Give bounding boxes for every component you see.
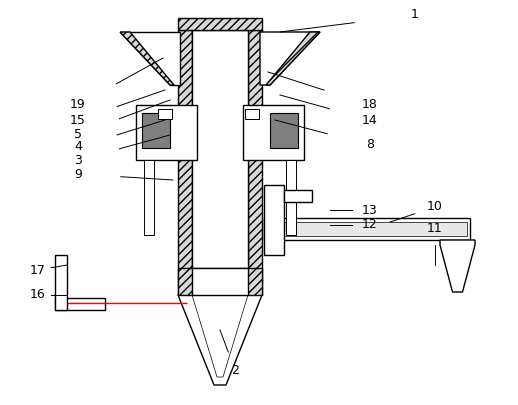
- Text: 18: 18: [362, 98, 378, 111]
- Bar: [178, 30, 192, 295]
- Bar: [136, 105, 197, 160]
- Text: 4: 4: [74, 141, 82, 153]
- Text: 9: 9: [74, 168, 82, 181]
- Text: 10: 10: [427, 200, 443, 213]
- Polygon shape: [192, 295, 248, 377]
- Bar: [245, 109, 259, 119]
- Bar: [264, 218, 470, 240]
- Text: 15: 15: [70, 113, 86, 126]
- Bar: [55, 298, 105, 310]
- Bar: [192, 268, 248, 295]
- Bar: [144, 160, 154, 235]
- Bar: [248, 30, 262, 295]
- Text: 17: 17: [30, 264, 46, 277]
- Bar: [270, 113, 298, 148]
- Bar: [178, 268, 262, 295]
- Text: 19: 19: [70, 98, 86, 111]
- Bar: [178, 18, 262, 30]
- Polygon shape: [440, 240, 475, 292]
- Text: 8: 8: [366, 139, 374, 151]
- Bar: [192, 30, 248, 295]
- Bar: [55, 255, 67, 310]
- Text: 13: 13: [362, 203, 378, 217]
- Bar: [142, 113, 170, 148]
- Polygon shape: [266, 32, 320, 85]
- Text: 12: 12: [362, 219, 378, 232]
- Text: 11: 11: [427, 222, 443, 234]
- Bar: [158, 109, 172, 119]
- Polygon shape: [120, 32, 180, 85]
- Polygon shape: [260, 32, 320, 85]
- Text: 1: 1: [411, 9, 419, 21]
- Polygon shape: [120, 32, 174, 85]
- Text: 14: 14: [362, 113, 378, 126]
- Bar: [243, 105, 304, 160]
- Polygon shape: [178, 295, 262, 385]
- Text: 3: 3: [74, 153, 82, 166]
- Bar: [284, 190, 312, 202]
- Bar: [267, 222, 467, 236]
- Text: 5: 5: [74, 128, 82, 141]
- Bar: [286, 160, 296, 235]
- Text: 2: 2: [231, 364, 239, 377]
- Bar: [264, 185, 284, 255]
- Text: 16: 16: [30, 288, 46, 301]
